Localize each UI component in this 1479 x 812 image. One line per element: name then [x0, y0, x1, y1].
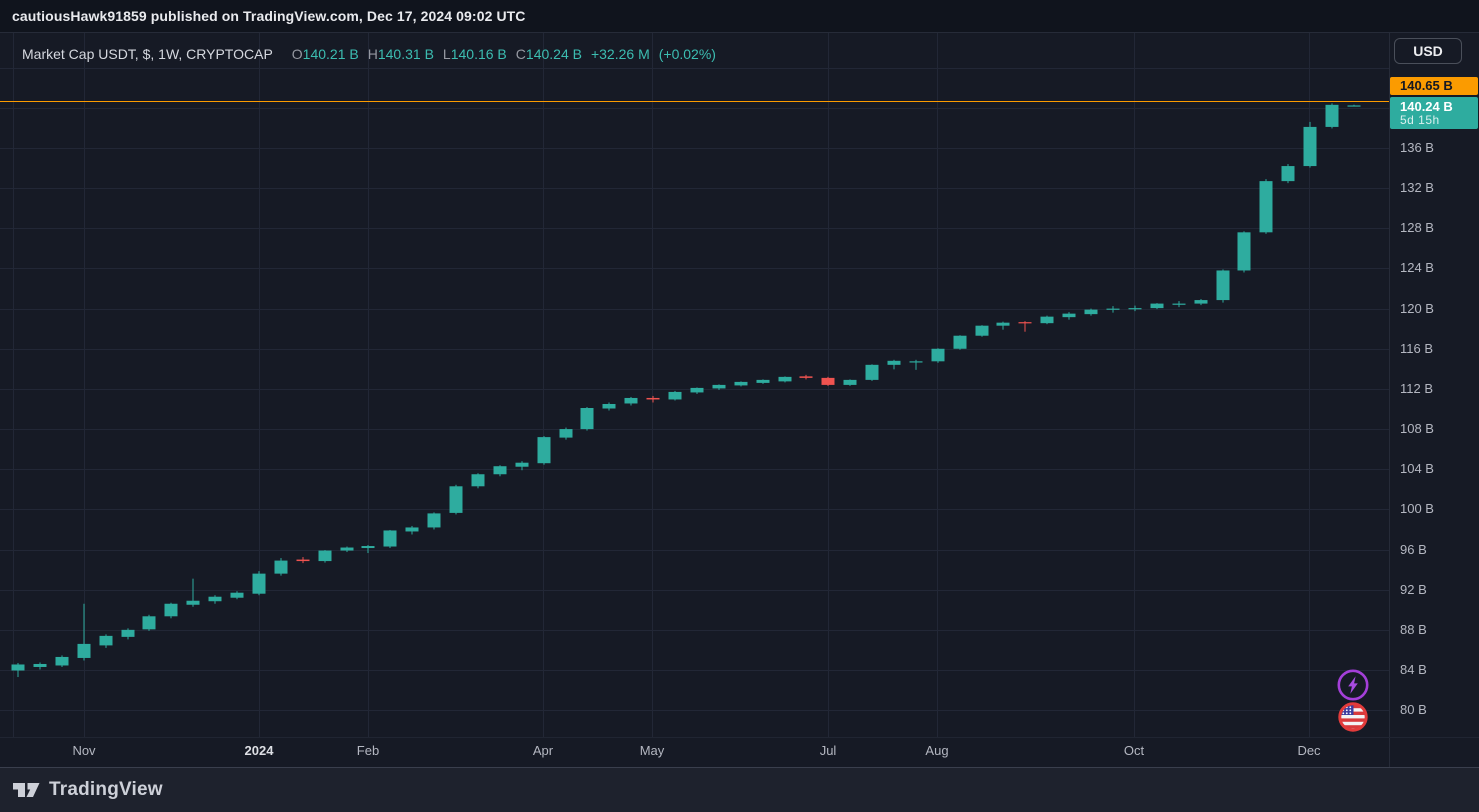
price-tick-label: 88 B — [1400, 621, 1427, 637]
publish-info-text: cautiousHawk91859 published on TradingVi… — [12, 8, 526, 24]
time-tick-label: Oct — [1123, 743, 1145, 758]
tradingview-logo[interactable]: TradingView — [13, 779, 163, 801]
price-tick-label: 116 B — [1400, 340, 1434, 356]
time-scale[interactable]: Nov 2024 Feb Apr May Jul Aug Oct Dec — [0, 737, 1389, 767]
price-tick-label: 92 B — [1400, 581, 1427, 597]
publish-info-bar: cautiousHawk91859 published on TradingVi… — [0, 0, 1479, 33]
price-tick-label: 80 B — [1400, 702, 1427, 718]
price-tick-label: 120 B — [1400, 300, 1434, 316]
lightning-icon — [1348, 676, 1358, 694]
price-tick-label: 104 B — [1400, 461, 1434, 477]
price-tick-label: 100 B — [1400, 501, 1434, 517]
price-tick-label: 112 B — [1400, 380, 1434, 396]
time-tick-label: Dec — [1297, 743, 1321, 758]
time-tick-label: Jul — [819, 743, 837, 758]
price-tick-label: 124 B — [1400, 260, 1434, 276]
price-tick-label: 128 B — [1400, 220, 1434, 236]
time-tick-label: May — [639, 743, 665, 758]
price-tick-label: 108 B — [1400, 421, 1434, 437]
price-tick-label: 136 B — [1400, 139, 1434, 155]
footer-bar: TradingView — [0, 767, 1479, 812]
time-tick-label: Feb — [356, 743, 380, 758]
currency-toggle-button[interactable]: USD — [1394, 38, 1462, 64]
price-tick-label: 84 B — [1400, 662, 1427, 677]
time-tick-label: Apr — [532, 743, 554, 758]
price-tick-label: 132 B — [1400, 180, 1434, 196]
country-flag-button[interactable] — [1337, 701, 1369, 733]
price-tick-label: 96 B — [1400, 541, 1427, 557]
symbol-title[interactable]: Market Cap USDT, $, 1W, CRYPTOCAP — [22, 46, 273, 62]
us-flag-icon — [1340, 704, 1366, 730]
tradingview-brand-text: TradingView — [49, 779, 163, 800]
flag-ring — [1338, 702, 1368, 732]
boost-button[interactable] — [1335, 667, 1371, 703]
tradingview-logo-icon — [13, 782, 40, 797]
time-tick-label: 2024 — [244, 743, 274, 758]
boost-ring — [1337, 669, 1369, 701]
time-tick-label: Nov — [72, 743, 96, 758]
time-tick-label: Aug — [925, 743, 949, 758]
price-scale[interactable]: 136 B 132 B 128 B 124 B 120 B 116 B 112 B 108 B… — [1389, 33, 1479, 737]
